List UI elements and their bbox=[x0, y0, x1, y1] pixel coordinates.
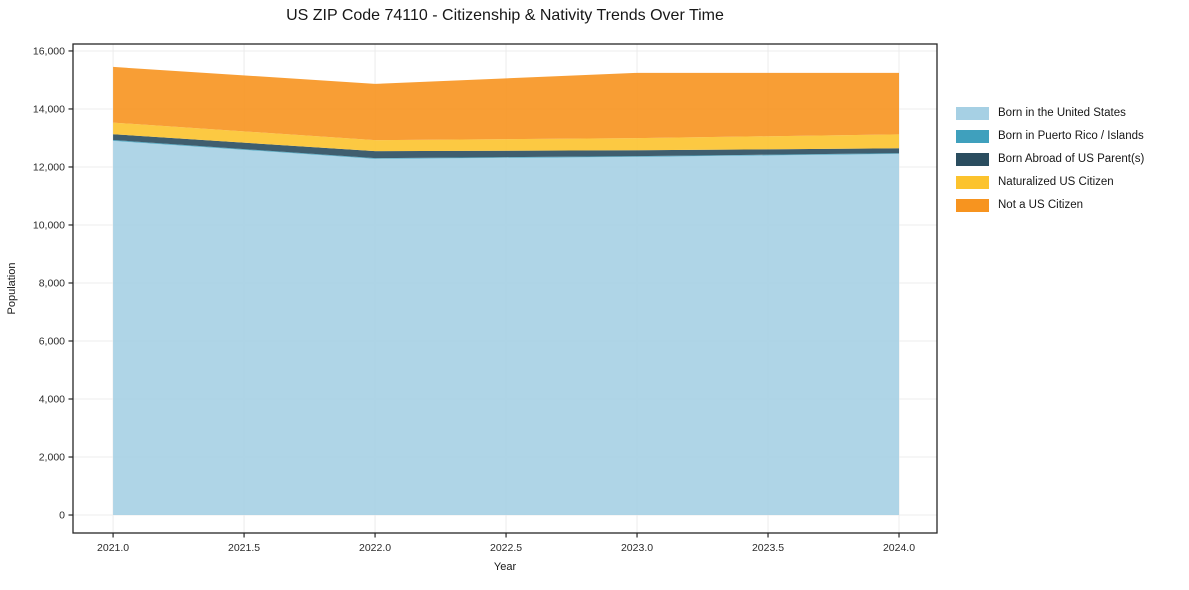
y-tick-label: 0 bbox=[59, 510, 65, 522]
chart-title: US ZIP Code 74110 - Citizenship & Nativi… bbox=[286, 7, 724, 24]
x-tick-label: 2022.0 bbox=[359, 542, 391, 554]
legend-swatch bbox=[956, 129, 989, 143]
x-tick-label: 2023.0 bbox=[621, 542, 653, 554]
legend-label: Born Abroad of US Parent(s) bbox=[998, 153, 1145, 165]
chart-legend: Born in the United States Born in Puerto … bbox=[956, 106, 1144, 221]
legend-item-naturalized-us-citizen: Naturalized US Citizen bbox=[956, 175, 1144, 189]
axes-frame bbox=[72, 43, 938, 534]
y-tick-label: 4,000 bbox=[39, 394, 65, 406]
x-tick-label: 2023.5 bbox=[752, 542, 784, 554]
legend-swatch bbox=[956, 106, 989, 120]
x-tick-label: 2024.0 bbox=[883, 542, 915, 554]
area-naturalized-us-citizen bbox=[113, 122, 900, 152]
y-tick-label: 8,000 bbox=[39, 278, 65, 290]
legend-item-born-in-puerto-rico-islands: Born in Puerto Rico / Islands bbox=[956, 129, 1144, 143]
y-tick-label: 6,000 bbox=[39, 336, 65, 348]
legend-label: Naturalized US Citizen bbox=[998, 176, 1114, 188]
x-tick-label: 2021.0 bbox=[97, 542, 129, 554]
legend-label: Born in the United States bbox=[998, 107, 1126, 119]
legend-item-born-in-the-united-states: Born in the United States bbox=[956, 106, 1144, 120]
legend-label: Born in Puerto Rico / Islands bbox=[998, 130, 1144, 142]
area-born-in-the-united-states bbox=[113, 140, 900, 516]
y-tick-label: 2,000 bbox=[39, 452, 65, 464]
y-axis-label: Population bbox=[6, 263, 18, 315]
legend-swatch bbox=[956, 198, 989, 212]
legend-item-not-a-us-citizen: Not a US Citizen bbox=[956, 198, 1144, 212]
y-tick-label: 10,000 bbox=[33, 220, 65, 232]
legend-swatch bbox=[956, 175, 989, 189]
x-tick-label: 2022.5 bbox=[490, 542, 522, 554]
area-born-abroad-of-us-parent-s bbox=[113, 134, 900, 159]
legend-label: Not a US Citizen bbox=[998, 199, 1084, 211]
y-tick-label: 16,000 bbox=[33, 46, 65, 58]
legend-item-born-abroad-of-us-parent-s: Born Abroad of US Parent(s) bbox=[956, 152, 1144, 166]
legend-swatch bbox=[956, 152, 989, 166]
area-born-in-puerto-rico-islands bbox=[113, 140, 900, 159]
y-tick-label: 12,000 bbox=[33, 162, 65, 174]
x-axis-label: Year bbox=[494, 561, 517, 573]
x-tick-label: 2021.5 bbox=[228, 542, 260, 554]
area-not-a-us-citizen bbox=[113, 66, 900, 141]
y-tick-label: 14,000 bbox=[33, 104, 65, 116]
